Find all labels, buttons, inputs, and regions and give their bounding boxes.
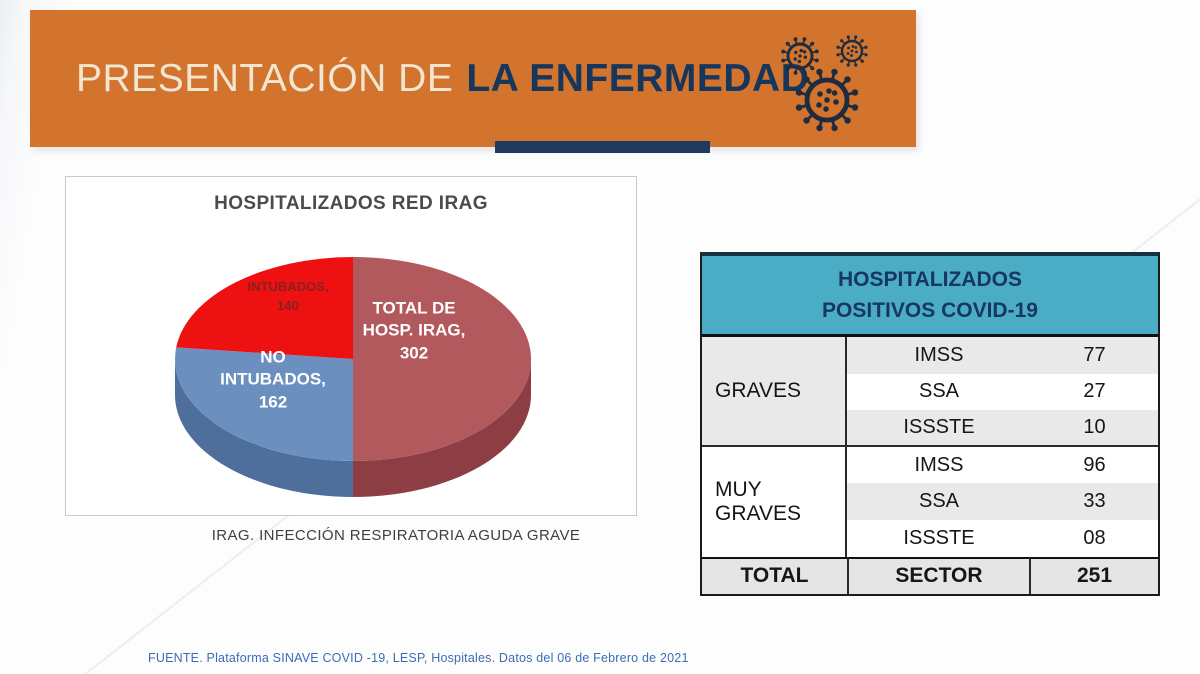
table-total-value: 251 (1031, 556, 1158, 594)
virus-icon (781, 35, 868, 132)
table-total-label: TOTAL (702, 556, 847, 594)
banner-underline-bar (495, 141, 710, 153)
slide-title-light: PRESENTACIÓN DE (76, 56, 454, 100)
table-cell-value: 96 (1031, 446, 1158, 484)
table-cell-institution: SSA (847, 483, 1031, 520)
pie-chart-panel: HOSPITALIZADOS RED IRAG TOTAL DE HOSP. I… (65, 176, 637, 516)
table-cell-institution: SSA (847, 373, 1031, 411)
table-cell-value: 10 (1031, 410, 1158, 447)
table-cell-institution: IMSS (847, 337, 1031, 374)
pie-label-no-intubados: NO INTUBADOS, 162 (220, 347, 326, 412)
slide-title-bold: LA ENFERMEDAD (466, 56, 810, 100)
table-cell-value: 33 (1031, 483, 1158, 520)
pie-label-intubados: INTUBADOS, 140 (247, 279, 329, 313)
table-cell-value: 77 (1031, 337, 1158, 374)
chart-caption: IRAG. INFECCIÓN RESPIRATORIA AGUDA GRAVE (211, 527, 581, 544)
table-group-muy-graves: MUY GRAVES (702, 446, 847, 557)
hospitalizados-table: HOSPITALIZADOS POSITIVOS COVID-19 GRAVES… (700, 252, 1160, 596)
table-cell-institution: ISSSTE (847, 519, 1031, 557)
table-total-sector: SECTOR (847, 556, 1031, 594)
pie-label-total-hosp-irag: TOTAL DE HOSP. IRAG, 302 (362, 298, 466, 363)
table-group-graves: GRAVES (702, 337, 847, 447)
pie-chart-title: HOSPITALIZADOS RED IRAG (214, 193, 488, 214)
source-footer: FUENTE. Plataforma SINAVE COVID -19, LES… (148, 651, 689, 665)
table-cell-institution: IMSS (847, 446, 1031, 484)
table-cell-institution: ISSSTE (847, 410, 1031, 447)
table-header: HOSPITALIZADOS POSITIVOS COVID-19 (702, 256, 1158, 337)
table-cell-value: 08 (1031, 519, 1158, 557)
table-cell-value: 27 (1031, 373, 1158, 411)
title-banner: PRESENTACIÓN DE LA ENFERMEDAD (30, 10, 916, 147)
slide-title: PRESENTACIÓN DE LA ENFERMEDAD (76, 10, 809, 147)
pie-chart (175, 257, 531, 497)
